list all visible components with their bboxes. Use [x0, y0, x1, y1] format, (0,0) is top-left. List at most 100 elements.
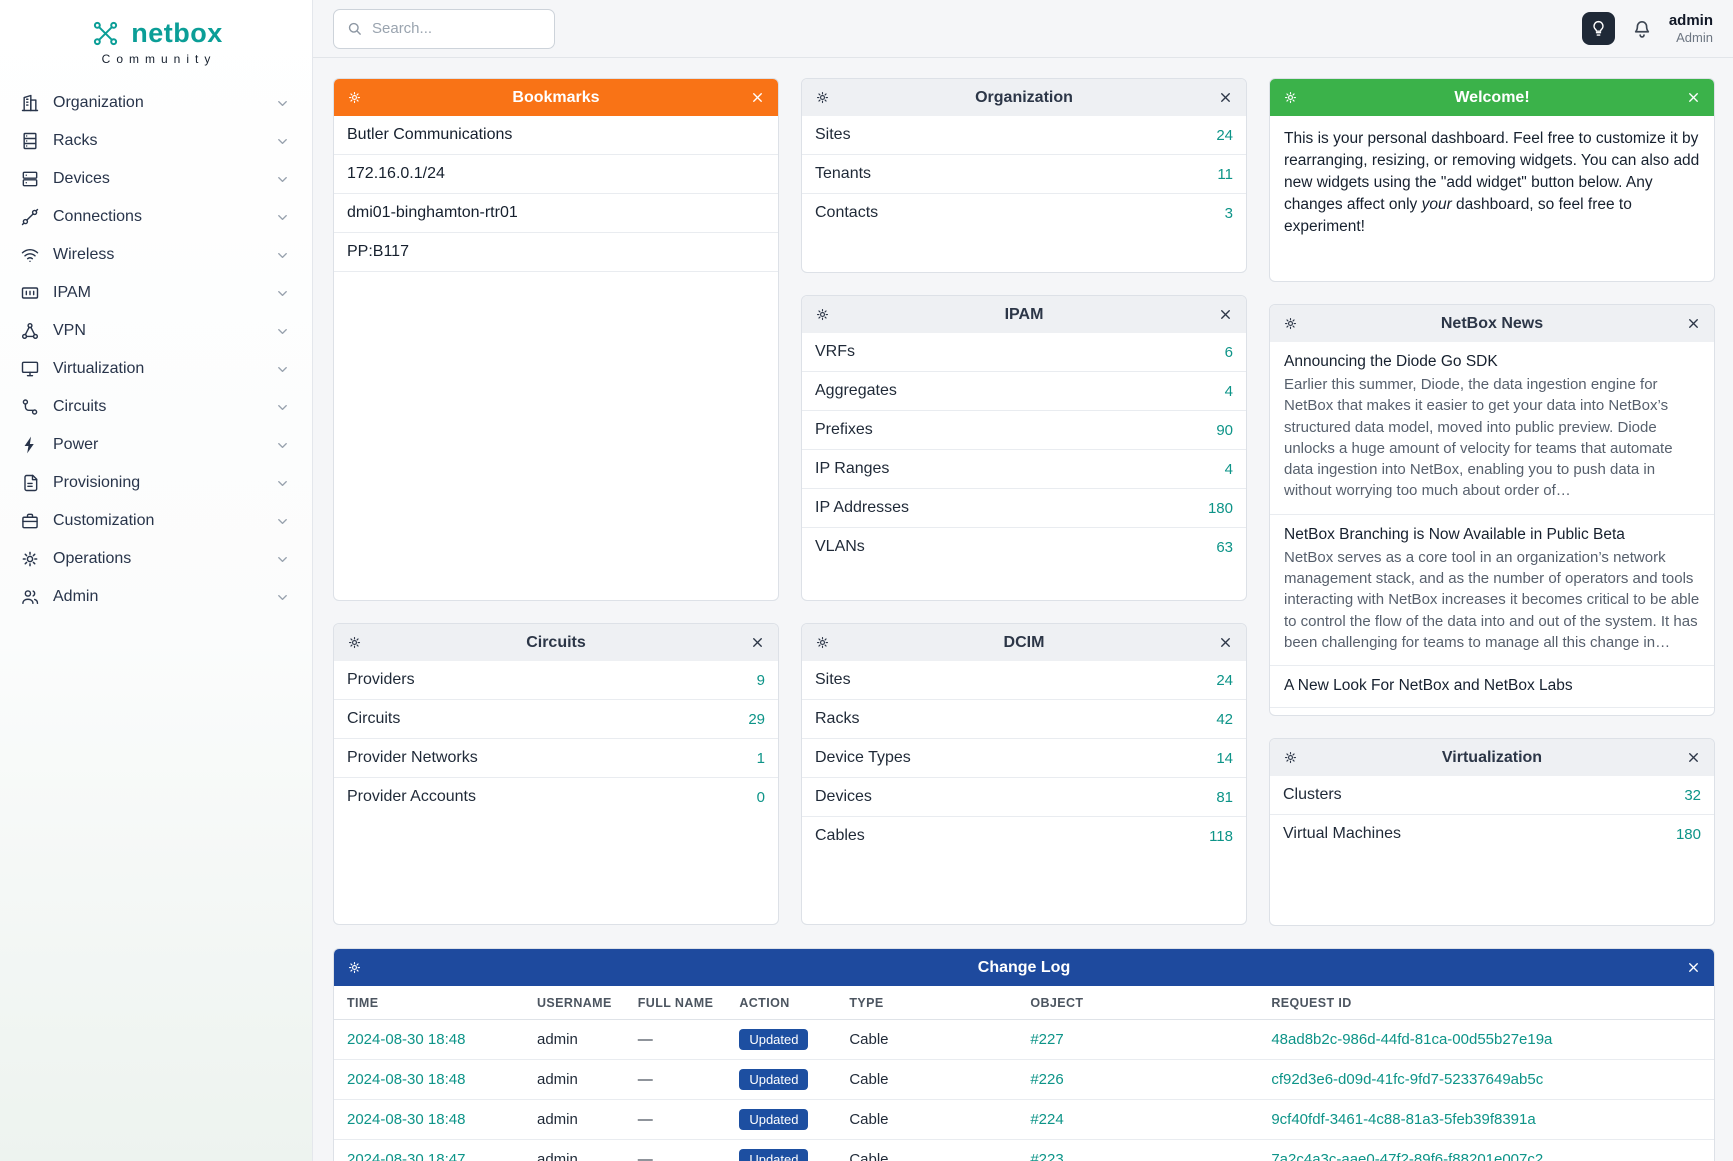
bookmark-link[interactable]: dmi01-binghamton-rtr01 — [347, 204, 518, 221]
widget-close-button[interactable] — [747, 632, 768, 653]
changelog-object-link[interactable]: #223 — [1030, 1151, 1064, 1161]
widget-config-button[interactable] — [344, 87, 365, 108]
changelog-object-link[interactable]: #224 — [1030, 1111, 1064, 1128]
action-badge: Updated — [739, 1109, 809, 1130]
sidebar-item-ipam[interactable]: IPAM — [0, 274, 312, 312]
stat-row: Provider Networks 1 — [334, 739, 778, 778]
sidebar-item-operations[interactable]: Operations — [0, 540, 312, 578]
widget-close-button[interactable] — [1683, 957, 1704, 978]
table-row: 2024-08-30 18:48 admin — Updated Cable #… — [334, 1059, 1714, 1100]
stat-value-link[interactable]: 24 — [1216, 126, 1233, 144]
stat-label: VRFs — [815, 343, 855, 360]
widget-close-button[interactable] — [1683, 747, 1704, 768]
stat-value-link[interactable]: 42 — [1216, 710, 1233, 728]
sidebar-item-circuits[interactable]: Circuits — [0, 388, 312, 426]
widget-config-button[interactable] — [1280, 313, 1301, 334]
virtualization-stats: Clusters 32 Virtual Machines 180 — [1270, 776, 1714, 925]
changelog-time-link[interactable]: 2024-08-30 18:48 — [347, 1031, 466, 1048]
bookmark-link[interactable]: 172.16.0.1/24 — [347, 165, 445, 182]
notifications-button[interactable] — [1631, 18, 1653, 40]
stat-value-link[interactable]: 29 — [748, 710, 765, 728]
widget-config-button[interactable] — [344, 957, 365, 978]
widget-close-button[interactable] — [1683, 87, 1704, 108]
widget-title: NetBox News — [1440, 314, 1544, 332]
widget-close-button[interactable] — [1215, 87, 1236, 108]
widget-config-button[interactable] — [812, 632, 833, 653]
changelog-request-id-link[interactable]: 7a2c4a3c-aae0-47f2-89f6-f88201e007c2 — [1271, 1151, 1544, 1161]
widget-header: Circuits — [334, 624, 778, 661]
action-badge: Updated — [739, 1029, 809, 1050]
sidebar-item-wireless[interactable]: Wireless — [0, 236, 312, 274]
changelog-object-link[interactable]: #226 — [1030, 1071, 1064, 1088]
stat-value-link[interactable]: 180 — [1675, 825, 1701, 843]
stat-value-link[interactable]: 6 — [1224, 343, 1233, 361]
column-header-time: TIME — [334, 986, 524, 1020]
stat-value-link[interactable]: 63 — [1216, 538, 1233, 556]
changelog-request-id-link[interactable]: 48ad8b2c-986d-44fd-81ca-00d55b27e19a — [1271, 1031, 1553, 1048]
sidebar-item-provisioning[interactable]: Provisioning — [0, 464, 312, 502]
changelog-object-link[interactable]: #227 — [1030, 1031, 1064, 1048]
close-icon — [750, 90, 765, 105]
search-box[interactable] — [333, 8, 555, 49]
stat-value-link[interactable]: 81 — [1216, 788, 1233, 806]
user-menu[interactable]: admin Admin — [1669, 12, 1713, 46]
brand[interactable]: netbox Community — [0, 10, 312, 80]
stat-value-link[interactable]: 32 — [1684, 786, 1701, 804]
stat-value-link[interactable]: 24 — [1216, 671, 1233, 689]
news-title-link[interactable]: NetBox Branching is Now Available in Pub… — [1284, 525, 1625, 543]
sidebar-item-devices[interactable]: Devices — [0, 160, 312, 198]
theme-toggle-button[interactable] — [1581, 12, 1615, 45]
widget-close-button[interactable] — [1215, 304, 1236, 325]
bookmark-link[interactable]: Butler Communications — [347, 126, 513, 143]
widget-close-button[interactable] — [1683, 313, 1704, 334]
stat-value-link[interactable]: 4 — [1224, 382, 1233, 400]
stat-value-link[interactable]: 14 — [1216, 749, 1233, 767]
widget-close-button[interactable] — [747, 87, 768, 108]
sidebar-item-virtualization[interactable]: Virtualization — [0, 350, 312, 388]
changelog-time-link[interactable]: 2024-08-30 18:48 — [347, 1071, 466, 1088]
stat-value-link[interactable]: 1 — [756, 749, 765, 767]
stat-value-link[interactable]: 4 — [1224, 460, 1233, 478]
list-item: 172.16.0.1/24 — [334, 155, 778, 194]
changelog-time-link[interactable]: 2024-08-30 18:47 — [347, 1151, 466, 1161]
bookmarks-list: Butler Communications 172.16.0.1/24 dmi0… — [334, 116, 778, 600]
stat-value-link[interactable]: 180 — [1207, 499, 1233, 517]
search-input[interactable] — [372, 20, 542, 37]
sidebar-item-label: Virtualization — [53, 360, 145, 377]
widget-close-button[interactable] — [1215, 632, 1236, 653]
stat-value-link[interactable]: 118 — [1209, 827, 1233, 845]
stat-value-link[interactable]: 3 — [1224, 204, 1233, 222]
changelog-request-id-link[interactable]: 9cf40fdf-3461-4c88-81a3-5feb39f8391a — [1271, 1111, 1536, 1128]
widget-config-button[interactable] — [812, 87, 833, 108]
news-title-link[interactable]: A New Look For NetBox and NetBox Labs — [1284, 677, 1573, 695]
sidebar-item-admin[interactable]: Admin — [0, 578, 312, 616]
sidebar-item-racks[interactable]: Racks — [0, 122, 312, 160]
news-title-link[interactable]: Announcing the Diode Go SDK — [1284, 353, 1498, 370]
sidebar-item-connections[interactable]: Connections — [0, 198, 312, 236]
stat-value-link[interactable]: 90 — [1216, 421, 1233, 439]
widget-ipam: IPAM VRFs 6 Aggregates 4 Prefixes 90 IP Ran… — [801, 295, 1247, 601]
changelog-time-link[interactable]: 2024-08-30 18:48 — [347, 1111, 466, 1128]
sidebar-item-organization[interactable]: Organization — [0, 84, 312, 122]
widget-config-button[interactable] — [1280, 747, 1301, 768]
bookmark-link[interactable]: PP:B117 — [347, 243, 409, 260]
changelog-request-id-link[interactable]: cf92d3e6-d09d-41fc-9fd7-52337649ab5c — [1271, 1071, 1544, 1088]
widget-config-button[interactable] — [344, 632, 365, 653]
sidebar-item-power[interactable]: Power — [0, 426, 312, 464]
sidebar-item-customization[interactable]: Customization — [0, 502, 312, 540]
lightning-icon — [20, 435, 40, 455]
sidebar-item-vpn[interactable]: VPN — [0, 312, 312, 350]
stat-value-link[interactable]: 0 — [756, 788, 765, 806]
close-icon — [1686, 750, 1701, 765]
widget-title: Change Log — [977, 958, 1071, 976]
chevron-down-icon — [275, 248, 290, 263]
stat-value-link[interactable]: 11 — [1217, 165, 1233, 183]
chevron-down-icon — [275, 514, 290, 529]
stat-value-link[interactable]: 9 — [756, 671, 765, 689]
welcome-text-part: dashboard, so feel free to experiment! — [1284, 196, 1632, 235]
counter-icon — [20, 283, 40, 303]
widget-config-button[interactable] — [1280, 87, 1301, 108]
widget-config-button[interactable] — [812, 304, 833, 325]
gear-icon — [815, 635, 830, 650]
